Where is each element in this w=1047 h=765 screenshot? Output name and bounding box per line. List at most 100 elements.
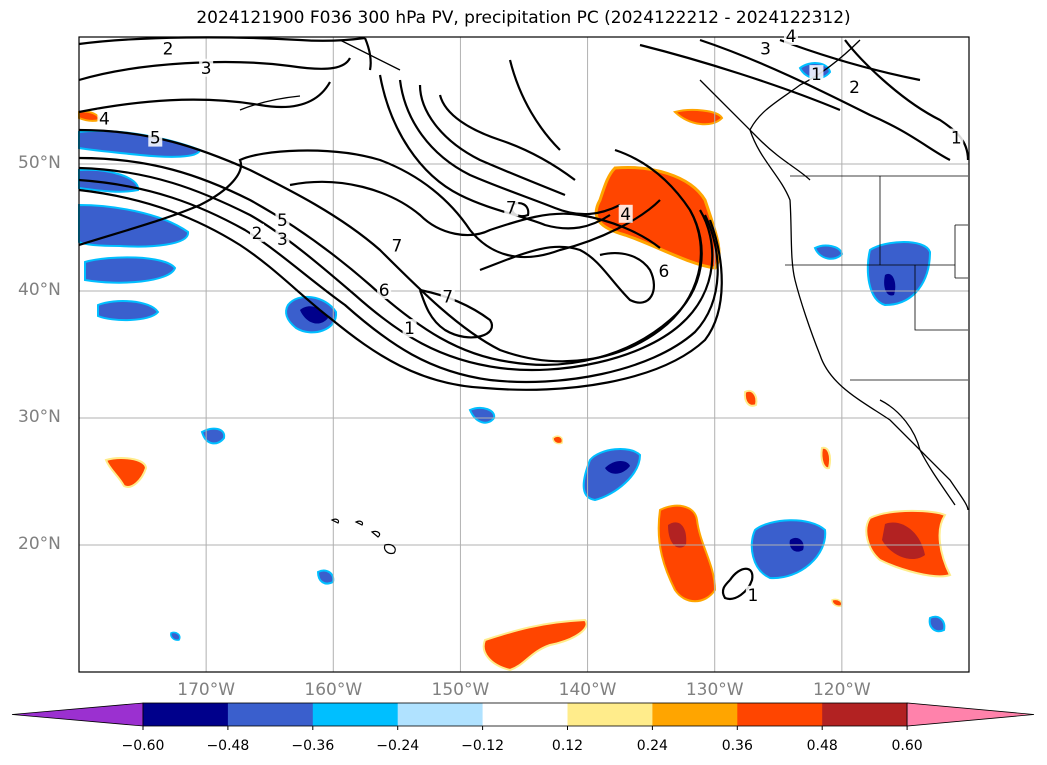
precip-blob (884, 273, 896, 296)
colorbar-frame (142, 702, 908, 727)
contour-label-bg (656, 261, 671, 280)
contour-label-bg (148, 128, 163, 147)
contour-label: 7 (506, 198, 517, 218)
precip-blob (820, 446, 832, 470)
longitude-label: 170°W (177, 680, 236, 700)
contour-label-bg (758, 39, 773, 58)
contour-label: 4 (99, 110, 110, 130)
colorbar-min-arrow (11, 702, 144, 727)
colorbar-segment (822, 703, 908, 726)
precip-blob (316, 569, 335, 585)
precip-blob (200, 427, 226, 445)
graticule (79, 37, 969, 672)
latitude-label: 50°N (18, 153, 61, 173)
colorbar-segment (397, 703, 484, 726)
precip-blob (866, 241, 932, 307)
precip-blob (668, 522, 687, 548)
latitude-label: 30°N (18, 407, 61, 427)
borders (785, 175, 968, 381)
contour-label-bg (847, 77, 862, 96)
contour-label: 1 (951, 129, 962, 149)
contour-label: 3 (277, 230, 288, 250)
precip-blob (657, 504, 717, 603)
contour-label: 3 (760, 40, 771, 60)
colorbar-segment (312, 703, 399, 726)
colorbar-tick-label: −0.60 (121, 738, 165, 754)
contour-label-bg (161, 39, 175, 58)
contour-label: 5 (277, 211, 288, 231)
contour-label-bg (809, 65, 824, 84)
contour-label-bg (745, 585, 760, 604)
colorbar-segment (737, 703, 823, 726)
precip-blob (605, 461, 630, 474)
precip-blob (743, 389, 758, 407)
hawaii-islands (330, 518, 396, 555)
colorbar-segment (652, 703, 738, 726)
contour-label: 2 (849, 78, 860, 98)
precip-blob (104, 457, 148, 488)
precip-blob (78, 110, 101, 122)
precip-blob (97, 300, 160, 322)
contour-label: 3 (201, 59, 212, 79)
colorbar-tick-label: 0.12 (551, 738, 584, 754)
contour-label-bg (402, 319, 417, 338)
precip-blob (552, 435, 564, 445)
longitude-label: 150°W (431, 680, 490, 700)
colorbar-tick-label: 0.48 (806, 738, 838, 754)
precip-blob (831, 598, 843, 607)
contour-label: 5 (150, 129, 161, 149)
precip-blob (882, 522, 925, 560)
colorbar-tick-label: 0.24 (636, 738, 668, 754)
contour-label: 1 (404, 319, 415, 339)
longitude-label: 140°W (558, 680, 617, 700)
contour-label: 7 (442, 287, 453, 307)
precip-blob (170, 631, 181, 641)
colorbar-max-arrow (906, 702, 1035, 727)
colorbar-tick-label: 0.60 (891, 738, 923, 754)
contour-label: 2 (252, 224, 263, 244)
contour-label-bg (97, 109, 112, 128)
precip-blob (594, 166, 721, 270)
longitude-label: 130°W (685, 680, 744, 700)
colorbar-tick-label: −0.24 (376, 738, 420, 754)
contour-label: 1 (811, 65, 822, 85)
contour-label-bg (618, 204, 633, 223)
colorbar-segment (567, 703, 653, 726)
colorbar-tick-label: 0.36 (721, 738, 753, 754)
precip-blob (750, 519, 827, 580)
precip-blob (582, 448, 642, 502)
colorbar (11, 702, 1035, 730)
pv-contours (78, 36, 970, 600)
contour-label-bg (784, 27, 798, 45)
longitude-label: 160°W (304, 680, 363, 700)
colorbar-segment (482, 703, 568, 726)
precip-blob (928, 615, 946, 633)
latitude-label: 20°N (18, 534, 61, 554)
precip-blob (482, 618, 588, 672)
precip-blob (468, 407, 496, 424)
longitude-label: 120°W (812, 680, 871, 700)
contour-label-bg (275, 230, 290, 249)
contour-label: 1 (747, 586, 758, 606)
contour-label-bg (949, 128, 964, 147)
precip-blob (672, 109, 724, 126)
contour-label: 6 (379, 281, 390, 301)
contour-label: 6 (658, 262, 669, 282)
colorbar-tick-label: −0.12 (461, 738, 505, 754)
contour-label: 7 (391, 237, 402, 257)
coastlines (239, 39, 969, 511)
precip-blob (84, 256, 177, 284)
contour-label-bg (275, 211, 290, 230)
contour-label-bg (199, 58, 214, 77)
latitude-label: 40°N (18, 280, 61, 300)
map-frame (78, 36, 970, 673)
contour-label-bg (440, 287, 455, 306)
precip-blob (813, 244, 844, 260)
map-title: 2024121900 F036 300 hPa PV, precipitatio… (196, 8, 851, 28)
colorbar-segment (143, 703, 229, 726)
contour-label-bg (504, 198, 519, 217)
contour-label: 4 (786, 27, 797, 47)
contour-label-bg (377, 281, 392, 299)
